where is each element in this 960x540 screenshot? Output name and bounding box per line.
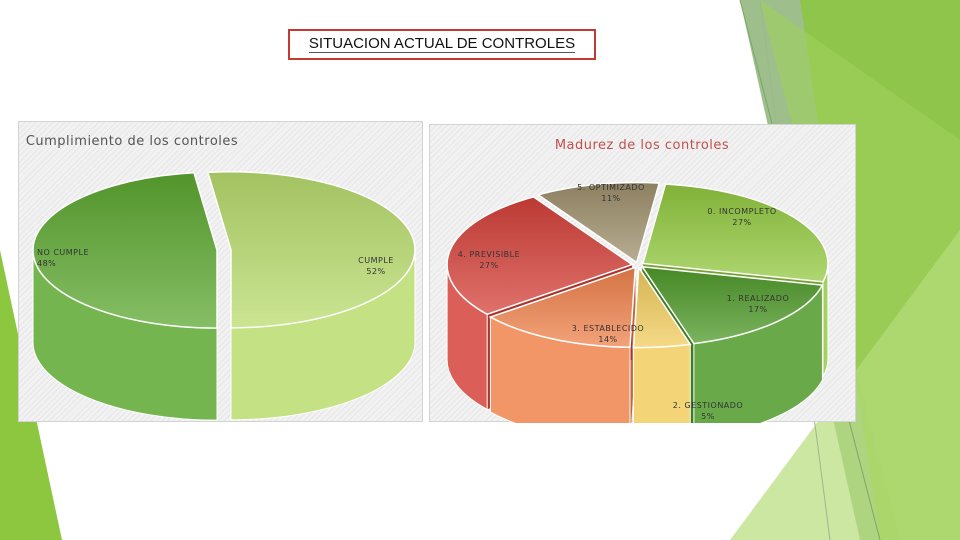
- pie-chart-compliance: Cumplimiento de los controles NO CUMPLE 48…: [26, 134, 416, 421]
- slice-value-5-optimizado: 11%: [601, 194, 620, 203]
- pie-slice-1-realizado: [640, 265, 824, 345]
- pie-slice-2-gestionado: [632, 265, 692, 349]
- slice-value-no-cumple: 48%: [37, 259, 56, 268]
- slice-label-0-incompleto: 0. INCOMPLETO: [707, 207, 776, 216]
- pie-slice-0-incompleto: [641, 183, 829, 283]
- slice-value-0-incompleto: 27%: [732, 218, 751, 227]
- slice-label-3-establecido: 3. ESTABLECIDO: [572, 324, 644, 333]
- pie-slice-cumple: [206, 171, 416, 329]
- slice-value-2-gestionado: 5%: [701, 412, 715, 421]
- chart-panel-maturity: Madurez de los controles 0. INCOMPLETO 27%…: [429, 124, 856, 423]
- slice-label-2-gestionado: 2. GESTIONADO: [673, 401, 743, 410]
- chart-title: Madurez de los controles: [555, 138, 729, 153]
- slice-value-3-establecido: 14%: [598, 335, 617, 344]
- pie-slice-4-previsible: [446, 196, 634, 316]
- slice-label-4-previsible: 4. PREVISIBLE: [458, 250, 520, 259]
- pie-side-2-gestionado: [632, 343, 691, 423]
- slice-label-no-cumple: NO CUMPLE: [37, 248, 89, 257]
- pie-slice-no-cumple: [32, 172, 218, 329]
- slice-value-4-previsible: 27%: [479, 261, 498, 270]
- slice-label-5-optimizado: 5. OPTIMIZADO: [577, 183, 645, 192]
- slice-label-cumple: CUMPLE: [358, 256, 394, 265]
- slice-label-1-realizado: 1. REALIZADO: [727, 294, 790, 303]
- slide-title-text: SITUACION ACTUAL DE CONTROLES: [308, 35, 576, 53]
- slide-title: SITUACION ACTUAL DE CONTROLES: [288, 29, 596, 60]
- slice-value-cumple: 52%: [366, 267, 385, 276]
- chart-title: Cumplimiento de los controles: [26, 134, 238, 149]
- slice-value-1-realizado: 17%: [748, 305, 767, 314]
- pie-slice-3-establecido: [488, 266, 637, 349]
- pie-chart-maturity: Madurez de los controles 0. INCOMPLETO 27%…: [446, 138, 829, 423]
- chart-panel-compliance: Cumplimiento de los controles NO CUMPLE 48…: [18, 121, 423, 422]
- pie-slice-5-optimizado: [536, 181, 661, 264]
